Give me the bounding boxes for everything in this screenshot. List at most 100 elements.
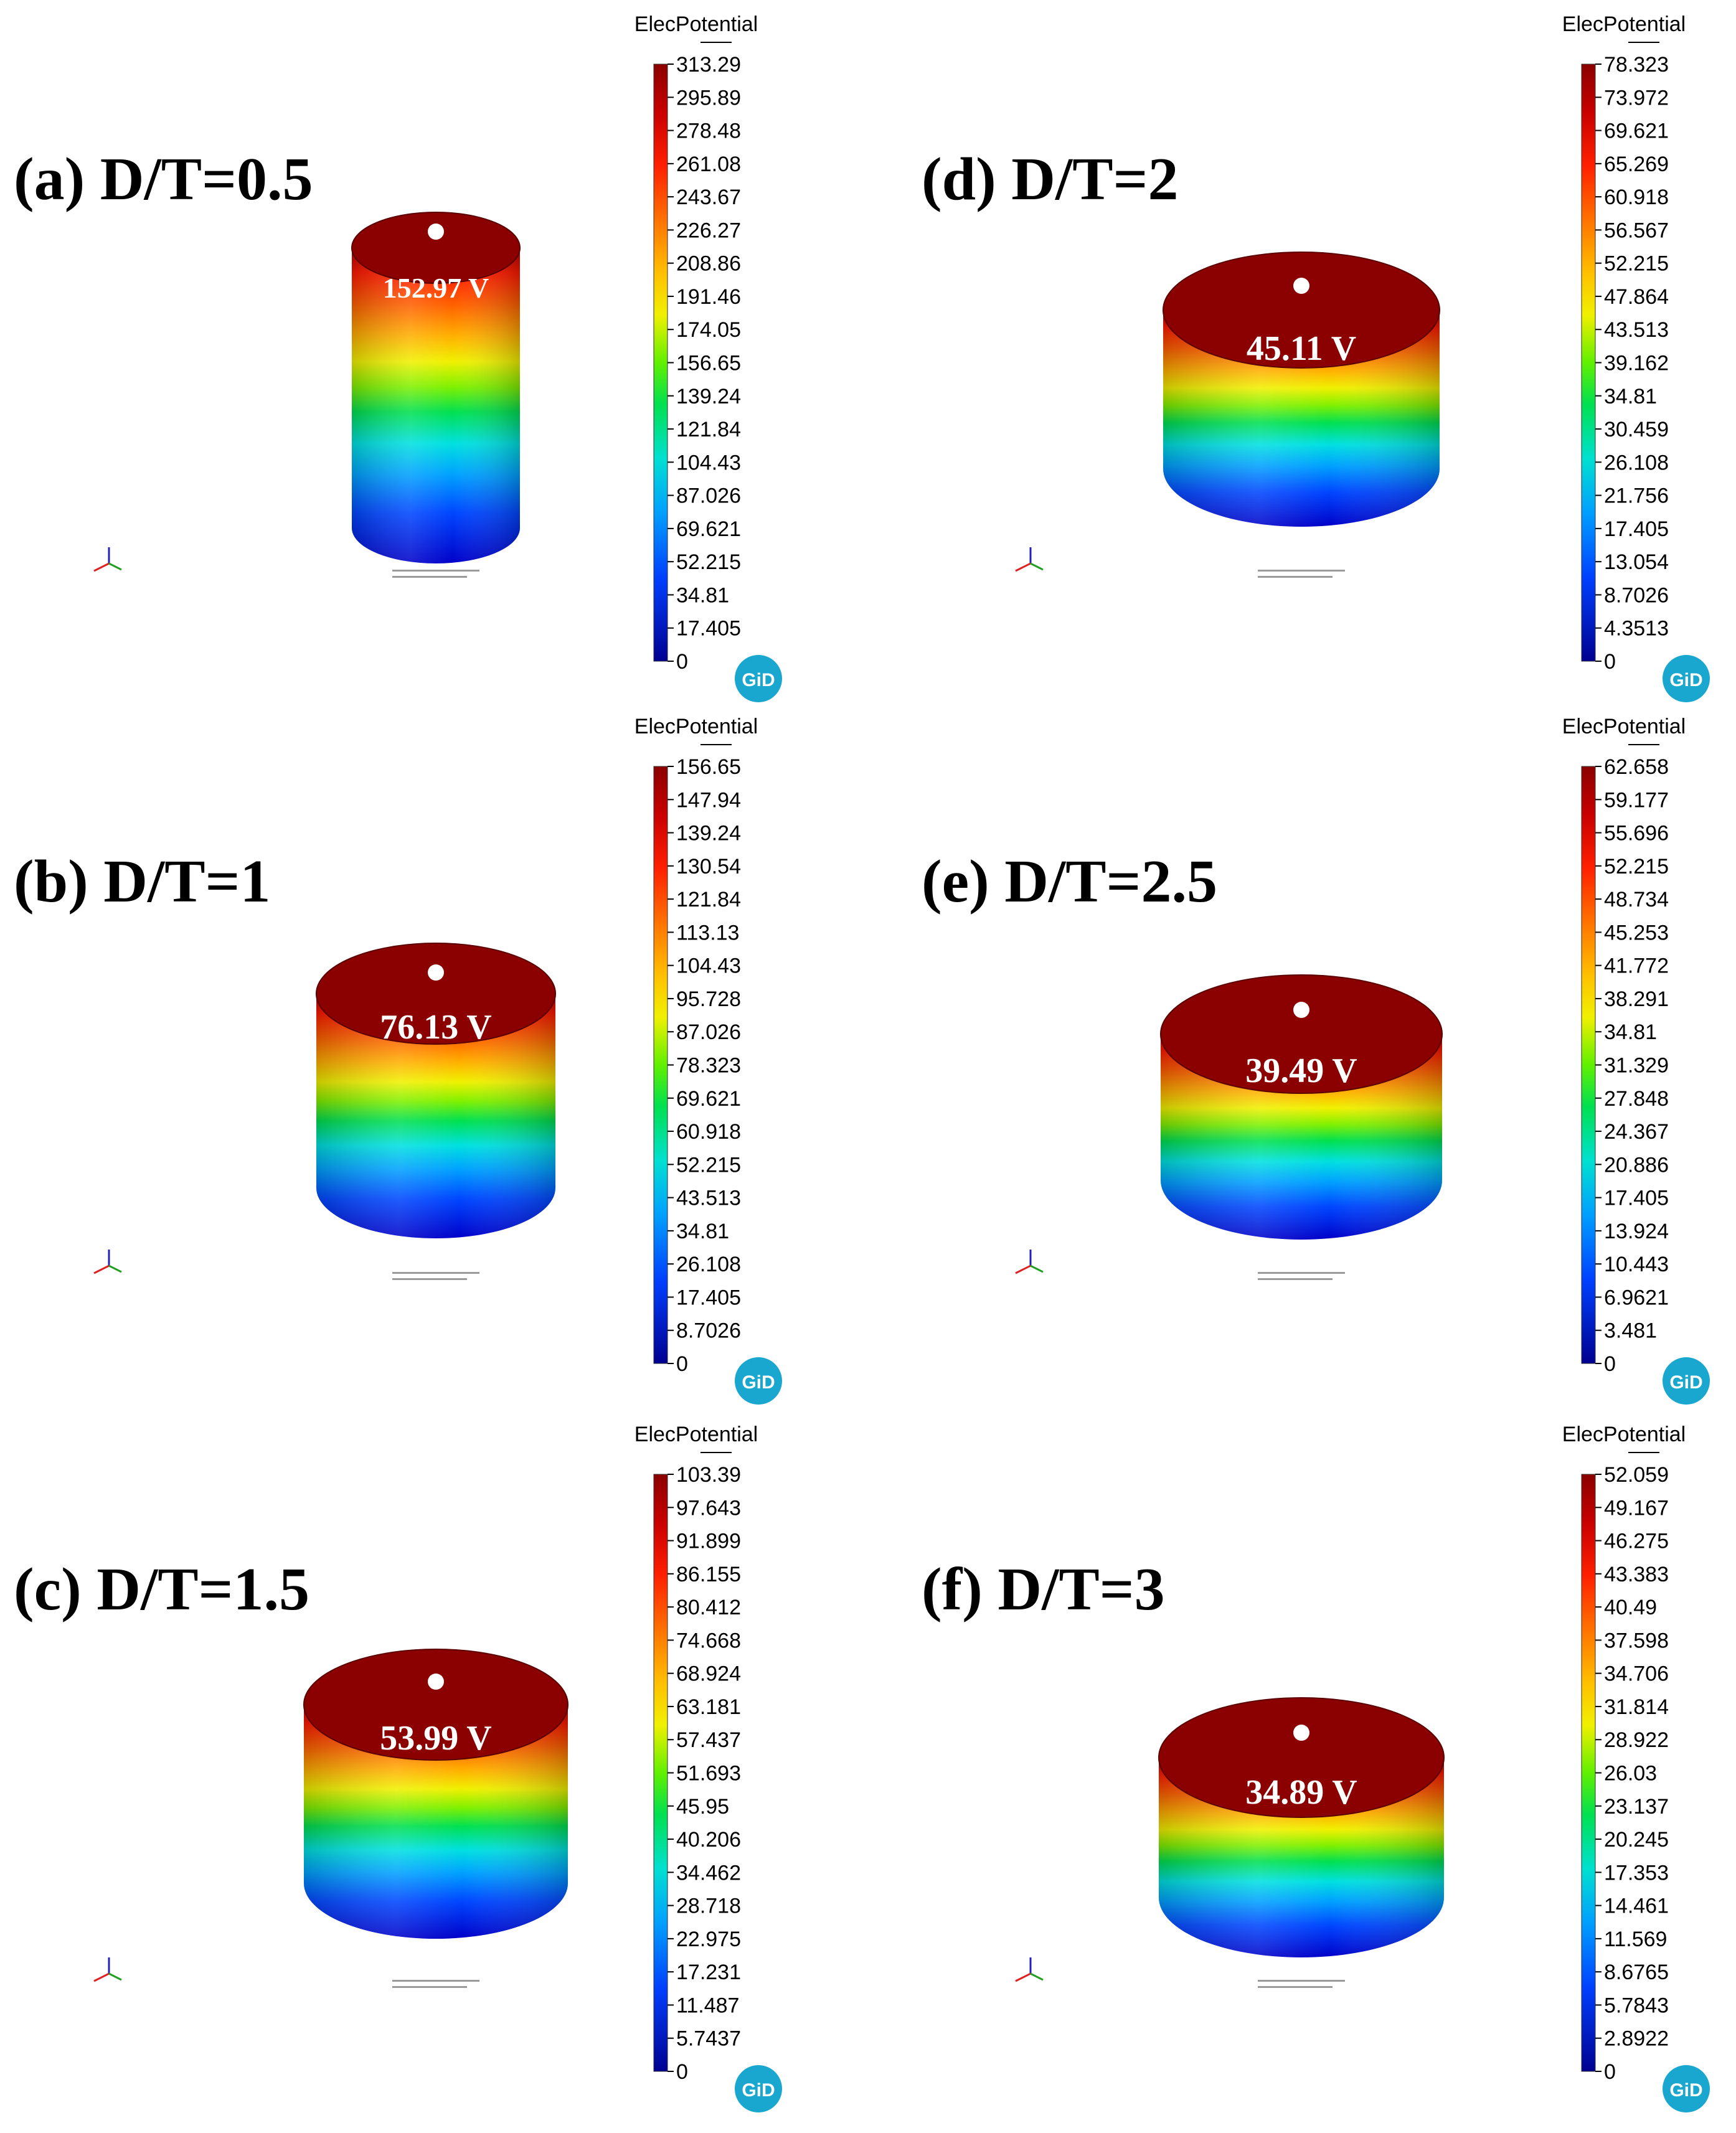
model-caption xyxy=(1258,1272,1345,1280)
legend-tick-label: 69.621 xyxy=(1604,120,1669,143)
legend-tick-label: 0 xyxy=(1604,650,1616,674)
legend-tick-label: 87.026 xyxy=(676,484,741,508)
legend-tick-label: 86.155 xyxy=(676,1563,741,1586)
panel-label: (e) D/T=2.5 xyxy=(922,848,1217,915)
legend-tick-label: 30.459 xyxy=(1604,418,1669,441)
legend-tick-label: 226.27 xyxy=(676,219,741,242)
gid-logo-circle xyxy=(1663,2065,1710,2112)
legend-tick-label: 26.108 xyxy=(1604,451,1669,474)
panels-root: (a) D/T=0.5 152.97 V ElecPotential 313.29 29… xyxy=(14,12,1710,2112)
gid-logo-circle xyxy=(735,2065,782,2112)
cylinder-top-face xyxy=(1160,974,1443,1094)
legend-tick-label: 41.772 xyxy=(1604,954,1669,978)
caption-line xyxy=(1258,1278,1333,1280)
legend-tick-label: 47.864 xyxy=(1604,285,1669,309)
legend-title: ElecPotential xyxy=(634,1423,758,1446)
legend-tick-label: 139.24 xyxy=(676,822,741,845)
gid-logo-text: GiD xyxy=(742,1372,775,1393)
axis-y xyxy=(108,562,122,571)
gid-logo-text: GiD xyxy=(742,2080,775,2101)
top-potential-value: 53.99 V xyxy=(380,1719,491,1758)
legend: ElecPotential 78.323 73.972 69.621 65.269 60.… xyxy=(1562,12,1686,674)
legend-tick-label: 43.513 xyxy=(1604,318,1669,342)
caption-line xyxy=(1258,1272,1345,1274)
legend-tick-label: 17.405 xyxy=(1604,1187,1669,1210)
model-caption xyxy=(1258,1980,1345,1988)
axis-triad-icon xyxy=(93,1250,122,1274)
axis-triad-icon xyxy=(1015,1250,1044,1274)
cylinder-side-shading xyxy=(352,248,520,563)
legend-tick-label: 80.412 xyxy=(676,1596,741,1619)
legend-tick-label: 31.329 xyxy=(1604,1054,1669,1078)
model-caption xyxy=(392,1980,479,1988)
legend-tick-label: 8.6765 xyxy=(1604,1961,1669,1984)
legend-tick-label: 55.696 xyxy=(1604,822,1669,845)
legend-tick-label: 69.621 xyxy=(676,1087,741,1111)
legend-title: ElecPotential xyxy=(634,12,758,36)
panel-label: (c) D/T=1.5 xyxy=(14,1556,309,1623)
top-potential-value: 76.13 V xyxy=(380,1008,491,1047)
cylinder-top-face xyxy=(1163,252,1440,369)
axis-x xyxy=(93,562,110,572)
probe-point xyxy=(1293,1725,1309,1741)
legend-tick-label: 28.922 xyxy=(1604,1728,1669,1752)
legend-tick-label: 59.177 xyxy=(1604,788,1669,812)
axis-triad-icon xyxy=(93,547,122,572)
cylinder-side-shading xyxy=(304,1705,568,1939)
model-caption xyxy=(392,1272,479,1280)
legend-tick-label: 23.137 xyxy=(1604,1795,1669,1819)
gid-logo-icon: GiD xyxy=(735,655,782,702)
legend-tick-label: 45.95 xyxy=(676,1795,729,1819)
legend-tick-label: 313.29 xyxy=(676,53,741,77)
gid-logo-text: GiD xyxy=(1669,670,1702,690)
model-caption xyxy=(392,570,479,578)
legend-tick-label: 10.443 xyxy=(1604,1253,1669,1276)
legend-tick-label: 48.734 xyxy=(1604,888,1669,911)
legend-tick-label: 113.13 xyxy=(676,921,739,944)
legend-tick-label: 4.3513 xyxy=(1604,617,1669,641)
legend-tick-label: 13.054 xyxy=(1604,550,1669,574)
axis-y xyxy=(1030,562,1044,571)
legend-tick-label: 97.643 xyxy=(676,1496,741,1520)
gid-logo-circle xyxy=(1663,655,1710,702)
legend-tick-label: 20.886 xyxy=(1604,1153,1669,1177)
gid-logo-icon: GiD xyxy=(1663,655,1710,702)
legend-tick-label: 11.487 xyxy=(676,1994,739,2017)
legend-tick-label: 2.8922 xyxy=(1604,2027,1669,2051)
caption-line xyxy=(392,570,479,572)
panel-label: (a) D/T=0.5 xyxy=(14,146,313,213)
legend-tick-label: 17.405 xyxy=(676,1286,741,1309)
legend-tick-label: 278.48 xyxy=(676,120,741,143)
legend-tick-label: 68.924 xyxy=(676,1662,741,1686)
axis-x xyxy=(1015,1972,1031,1982)
legend-colorbar xyxy=(1581,766,1596,1364)
panel-label: (d) D/T=2 xyxy=(922,146,1178,213)
caption-line xyxy=(392,576,467,578)
axis-x xyxy=(93,1264,110,1274)
legend: ElecPotential 52.059 49.167 46.275 43.383 40.… xyxy=(1562,1423,1686,2084)
legend-title: ElecPotential xyxy=(634,715,758,738)
legend-tick-label: 63.181 xyxy=(676,1695,741,1719)
legend-tick-label: 45.253 xyxy=(1604,921,1669,944)
caption-line xyxy=(1258,570,1345,572)
legend-tick-label: 5.7437 xyxy=(676,2027,741,2051)
panel-d: (d) D/T=2 45.11 V ElecPotential 78.323 73.97… xyxy=(922,12,1710,702)
legend-tick-label: 121.84 xyxy=(676,418,741,441)
model-caption xyxy=(1258,570,1345,578)
gid-logo-text: GiD xyxy=(1669,1372,1702,1393)
caption-line xyxy=(392,1986,467,1988)
panel-f: (f) D/T=3 34.89 V ElecPotential 52.059 49.16… xyxy=(922,1423,1710,2112)
gid-logo-text: GiD xyxy=(742,670,775,690)
gid-logo-text: GiD xyxy=(1669,2080,1702,2101)
gid-logo-circle xyxy=(735,1357,782,1405)
legend-tick-label: 22.975 xyxy=(676,1928,741,1951)
probe-point xyxy=(1293,278,1309,294)
legend-tick-label: 11.569 xyxy=(1604,1928,1667,1951)
legend-tick-label: 14.461 xyxy=(1604,1895,1669,1918)
legend-tick-label: 243.67 xyxy=(676,186,741,209)
legend-tick-label: 73.972 xyxy=(1604,86,1669,110)
legend-tick-label: 34.462 xyxy=(676,1861,741,1885)
legend-tick-label: 28.718 xyxy=(676,1895,741,1918)
panel-c: (c) D/T=1.5 53.99 V ElecPotential 103.39 97.… xyxy=(14,1423,782,2112)
cylinder: 53.99 V xyxy=(303,1649,568,1939)
